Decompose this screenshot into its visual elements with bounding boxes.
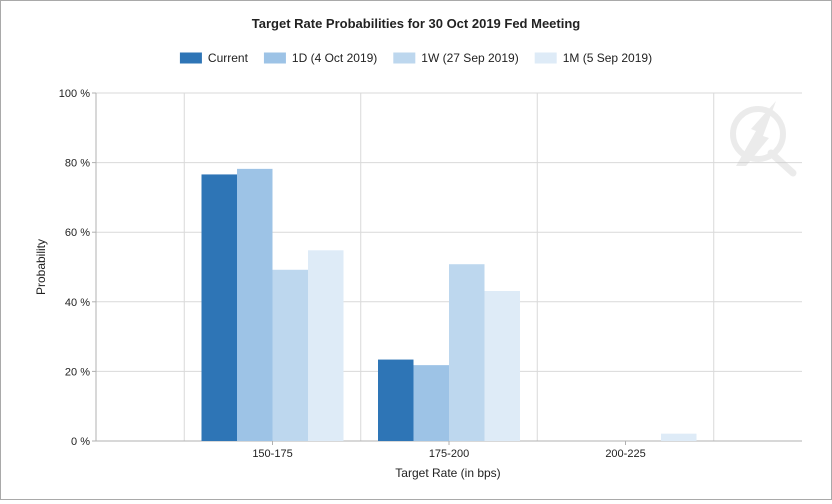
bar — [201, 174, 237, 441]
watermark-lightning — [736, 101, 776, 166]
bar — [378, 359, 414, 441]
bar — [272, 269, 308, 441]
legend-swatch — [534, 52, 557, 64]
watermark-ring — [730, 106, 786, 162]
bars — [201, 168, 697, 441]
y-tick-label: 0 % — [71, 436, 90, 448]
y-tick-label: 40 % — [65, 297, 90, 309]
y-tick-label: 80 % — [65, 158, 90, 170]
legend-swatch — [179, 52, 202, 64]
watermark-logo — [730, 101, 797, 177]
bar — [484, 291, 520, 441]
legend-label: 1M (5 Sep 2019) — [563, 51, 652, 65]
y-axis-label: Probability — [34, 239, 48, 295]
y-axis-ticks: 0 % 20 % 40 % 60 % 80 % 100 % — [59, 88, 96, 448]
legend: Current 1D (4 Oct 2019) 1W (27 Sep 2019) 1M… — [179, 51, 652, 65]
y-tick-label: 20 % — [65, 366, 90, 378]
chart-title: Target Rate Probabilities for 30 Oct 201… — [252, 16, 581, 31]
legend-swatch — [263, 52, 286, 64]
y-tick-label: 100 % — [59, 88, 90, 100]
y-tick-label: 60 % — [65, 227, 90, 239]
x-axis-label: Target Rate (in bps) — [395, 466, 500, 480]
x-tick-label: 150-175 — [252, 448, 292, 460]
bar — [308, 250, 344, 441]
legend-label: 1D (4 Oct 2019) — [292, 51, 377, 65]
x-tick-label: 175-200 — [429, 448, 469, 460]
x-axis-ticks: 150-175 175-200 200-225 — [252, 441, 646, 460]
legend-label: 1W (27 Sep 2019) — [421, 51, 518, 65]
bar — [449, 264, 485, 441]
bar — [237, 168, 273, 441]
x-tick-label: 200-225 — [605, 448, 645, 460]
watermark-tail — [767, 149, 797, 177]
bar — [661, 433, 697, 441]
legend-label: Current — [208, 51, 249, 65]
legend-swatch — [393, 52, 416, 64]
bar — [413, 365, 449, 441]
